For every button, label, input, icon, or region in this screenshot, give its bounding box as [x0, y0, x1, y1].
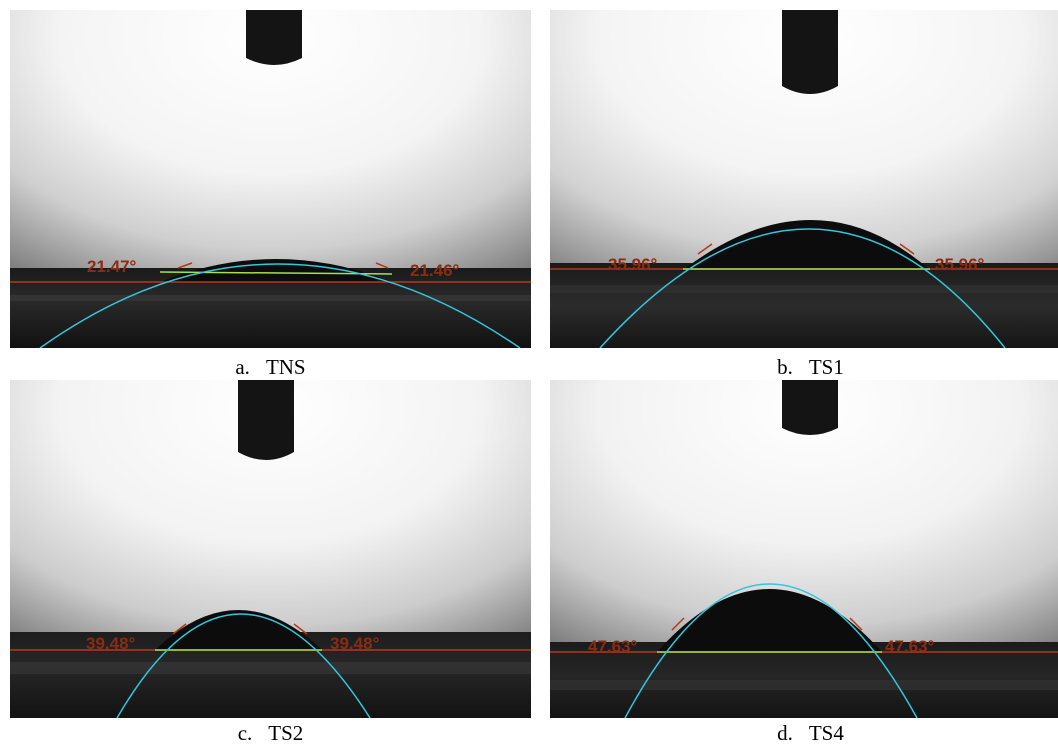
left-tangent-arrow	[697, 243, 713, 255]
syringe-needle	[782, 10, 838, 94]
reflection-band	[10, 295, 531, 301]
contact-angle-image-ts4: 47.63° 47.63°	[550, 380, 1058, 718]
panel-letter: d.	[777, 721, 793, 745]
left-contact-angle: 39.48°	[86, 634, 136, 653]
panel-caption-b: b. TS1	[550, 354, 1058, 380]
left-contact-angle: 21.47°	[87, 257, 137, 276]
panel-letter: b.	[777, 355, 793, 379]
left-tangent-arrow	[177, 262, 193, 269]
right-contact-angle: 21.46°	[410, 261, 460, 280]
sample-name: TNS	[265, 355, 306, 379]
left-contact-angle: 35.96°	[608, 255, 658, 274]
right-tangent-arrow	[375, 262, 389, 269]
drop-profile-fit	[624, 583, 918, 718]
right-tangent-arrow	[849, 617, 863, 631]
droplet	[160, 259, 392, 282]
drop-profile-fit	[116, 613, 371, 718]
droplet	[683, 220, 930, 270]
substrate	[550, 263, 1058, 348]
left-contact-angle: 47.63°	[588, 637, 638, 656]
drop-profile-fit	[599, 228, 1006, 348]
droplet	[155, 610, 322, 650]
panel-letter: c.	[237, 721, 253, 745]
right-contact-angle: 39.48°	[330, 634, 380, 653]
panel-letter: a.	[235, 355, 250, 379]
contact-chord	[159, 271, 393, 275]
panel-caption-a: a. TNS	[10, 354, 531, 380]
contact-angle-image-ts2: 39.48° 39.48°	[10, 380, 531, 718]
drop-photo-tns: 21.47° 21.46°	[10, 10, 531, 348]
sample-name: TS1	[808, 355, 844, 379]
sample-name: TS4	[808, 721, 844, 745]
syringe-needle	[246, 10, 302, 65]
drop-photo-ts1: 35.96° 35.96°	[550, 10, 1058, 348]
panel-caption-d: d. TS4	[550, 720, 1058, 746]
left-tangent-arrow	[671, 617, 685, 631]
drop-photo-ts2: 39.48° 39.48°	[10, 380, 531, 718]
right-contact-angle: 35.96°	[935, 255, 985, 274]
right-tangent-arrow	[899, 243, 915, 255]
panel-caption-c: c. TS2	[10, 720, 531, 746]
left-tangent-arrow	[172, 623, 187, 635]
reflection-band	[10, 662, 531, 674]
right-tangent-arrow	[293, 623, 308, 635]
syringe-needle	[782, 380, 838, 435]
syringe-needle	[238, 380, 294, 460]
reflection-band	[550, 680, 1058, 690]
contact-angle-image-ts1: 35.96° 35.96°	[550, 10, 1058, 348]
right-contact-angle: 47.63°	[885, 637, 935, 656]
sample-name: TS2	[268, 721, 304, 745]
reflection-band	[550, 285, 1058, 293]
drop-profile-fit	[39, 263, 521, 348]
contact-angle-image-tns: 21.47° 21.46°	[10, 10, 531, 348]
drop-photo-ts4: 47.63° 47.63°	[550, 380, 1058, 718]
